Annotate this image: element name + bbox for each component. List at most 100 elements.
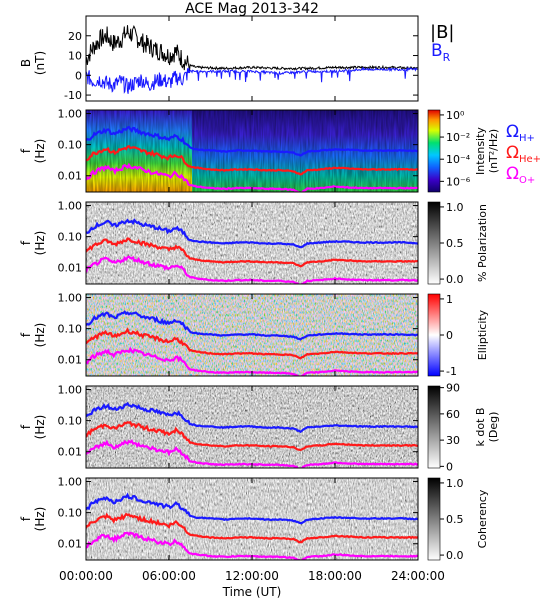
y-tick-label: 0.10 [58,415,83,428]
h-plus-gyrofrequency-line [86,218,418,249]
coherency-ylabel-2: (Hz) [33,507,47,532]
ellipticity-colorbar [427,293,441,377]
x-axis-label: Time (UT) [222,585,282,599]
colorbar-tick-label: 1.0 [446,201,464,214]
ellipticity-y-ticks: 1.00 0.10 0.01 [58,292,418,367]
colorbar-tick-label: 0.5 [446,237,464,250]
intensity-colorbar-units: (nT²/Hz) [487,129,500,173]
b-field-y-ticks: 20 10 0 -10 [64,30,418,102]
colorbar-tick-label: 10⁻⁴ [446,153,471,166]
colorbar-tick-label: 1.0 [446,477,464,490]
b-field-ylabel-1: B [19,59,33,67]
y-tick-label: 0.01 [58,262,83,275]
he-plus-gyrofrequency-line [86,512,418,544]
he-plus-gyrofrequency-line [86,421,418,452]
h-plus-gyrofrequency-line [86,492,418,525]
colorbar-tick-label: 0.0 [446,549,464,562]
panel-ellipticity: 1.00 0.10 0.01 f (Hz) 1 0 -1 Ellipticity [19,292,489,379]
panel-kdotb: 1.00 0.10 0.01 f (Hz) 90 60 30 0 k dot B (Deg… [19,382,500,474]
y-tick-label: 0.01 [58,354,83,367]
coherency-y-ticks: 1.00 0.10 0.01 [58,476,418,551]
he-plus-gyrofrequency-line [86,327,418,360]
intensity-y-ticks: 1.00 0.10 0.01 [58,108,418,183]
intensity-ylabel-2: (Hz) [33,139,47,164]
ellipticity-colorbar-label: Ellipticity [476,309,489,360]
he-plus-gyrofrequency-line [86,144,418,176]
panel-b-field: 20 10 0 -10 B (nT) |B| BR [19,15,454,102]
colorbar-tick-label: 10⁻⁶ [446,175,471,188]
kdotb-colorbar [427,385,441,469]
kdotb-ylabel-2: (Hz) [33,415,47,440]
x-tick-label: 00:00:00 [59,569,113,583]
h-plus-gyrofrequency-line [86,310,418,341]
polarization-colorbar-ticks: 1.0 0.5 0.0 [440,201,464,286]
coherency-colorbar-ticks: 1.0 0.5 0.0 [440,477,464,562]
y-tick-label: 1.00 [58,108,83,121]
gyro-legend: ΩH+ ΩHe+ ΩO+ [506,122,541,186]
y-tick-label: 0.01 [58,538,83,551]
ellipticity-colorbar-ticks: 1 0 -1 [440,293,457,378]
b-field-ylabel-2: (nT) [33,51,47,75]
polarization-colorbar-label: % Polarization [476,204,489,282]
panel-coherency: 1.00 0.10 0.01 f (Hz) 1.0 0.5 0.0 Coherency [19,476,489,563]
figure-title: ACE Mag 2013-342 [185,1,319,17]
kdotb-ylabel-1: f [19,424,33,429]
y-tick-label: 0 [75,69,82,82]
panel-polarization: 1.00 0.10 0.01 f (Hz) 1.0 0.5 0.0 % Polariza… [19,200,489,287]
coherency-colorbar [427,477,441,561]
colorbar-tick-label: 10⁰ [446,109,465,122]
legend-h-plus: ΩH+ [506,122,535,144]
x-tick-label: 18:00:00 [308,569,362,583]
y-tick-label: 1.00 [58,200,83,213]
panel-intensity: 1.00 0.10 0.01 f (Hz) 10⁰ 10⁻² 10⁻⁴ 10⁻⁶ Inte… [19,108,541,193]
colorbar-tick-label: 0.5 [446,513,464,526]
polarization-ylabel-2: (Hz) [33,231,47,256]
kdotb-colorbar-label: k dot B [474,408,487,447]
b-radial-line [86,66,418,94]
x-tick-label: 24:00:00 [391,569,445,583]
kdotb-colorbar-ticks: 90 60 30 0 [440,382,460,473]
y-tick-label: -10 [64,89,82,102]
legend-o-plus: ΩO+ [506,164,535,186]
polarization-ylabel-1: f [19,240,33,245]
colorbar-tick-label: -1 [446,365,457,378]
intensity-colorbar [427,109,441,193]
colorbar-tick-label: 30 [446,434,460,447]
intensity-ylabel-1: f [19,148,33,153]
he-plus-gyrofrequency-line [86,237,418,268]
y-tick-label: 20 [68,30,82,43]
h-plus-gyrofrequency-line [86,401,418,434]
y-tick-label: 0.10 [58,323,83,336]
legend-b-magnitude: |B| [430,22,454,43]
x-axis-ticks: 00:00:00 06:00:00 12:00:00 18:00:00 24:00:00 [59,16,445,583]
y-tick-label: 1.00 [58,476,83,489]
legend-b-radial: BR [431,41,451,64]
intensity-colorbar-label: Intensity [474,127,487,175]
polarization-colorbar [427,201,441,285]
kdotb-colorbar-units: (Deg) [487,412,500,443]
legend-he-plus: ΩHe+ [506,143,541,165]
x-tick-label: 12:00:00 [225,569,279,583]
ellipticity-ylabel-2: (Hz) [33,323,47,348]
colorbar-tick-label: 0.0 [446,273,464,286]
y-tick-label: 10 [68,50,82,63]
colorbar-tick-label: 90 [446,382,460,395]
b-field-series [86,24,418,94]
y-tick-label: 0.01 [58,170,83,183]
coherency-ylabel-1: f [19,516,33,521]
coherency-colorbar-label: Coherency [476,489,489,548]
colorbar-tick-label: 1 [446,293,453,306]
ellipticity-ylabel-1: f [19,332,33,337]
y-tick-label: 0.10 [58,507,83,520]
colorbar-tick-label: 10⁻² [446,131,470,144]
y-tick-label: 0.10 [58,231,83,244]
h-plus-gyrofrequency-line [86,125,418,157]
colorbar-tick-label: 0 [446,460,453,473]
y-tick-label: 0.10 [58,139,83,152]
b-magnitude-line [86,24,418,73]
polarization-y-ticks: 1.00 0.10 0.01 [58,200,418,275]
colorbar-tick-label: 60 [446,408,460,421]
y-tick-label: 1.00 [58,384,83,397]
y-tick-label: 0.01 [58,446,83,459]
